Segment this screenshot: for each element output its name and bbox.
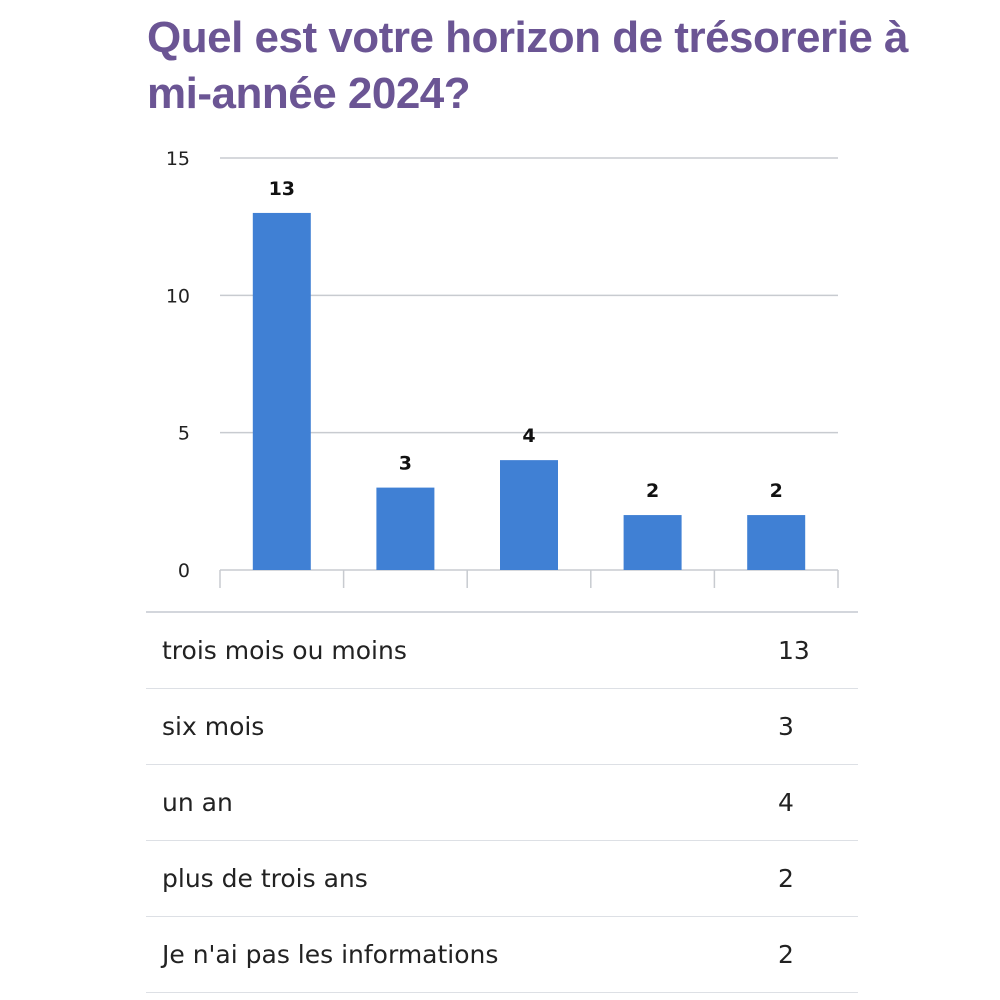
table-row: un an 4 [146,765,858,841]
y-tick-label: 10 [166,285,190,307]
category-value: 3 [778,712,794,741]
data-label: 13 [269,178,295,200]
category-label: trois mois ou moins [162,636,407,665]
data-label: 3 [399,453,412,475]
chart-title: Quel est votre horizon de trésorerie à m… [147,13,909,118]
table-row: six mois 3 [146,689,858,765]
data-label: 4 [522,425,535,447]
category-value: 2 [778,940,794,969]
table-row: plus de trois ans 2 [146,841,858,917]
category-value: 4 [778,788,794,817]
y-tick-label: 5 [178,423,190,445]
category-label: Je n'ai pas les informations [162,940,499,969]
y-tick-label: 15 [166,148,190,170]
bar [252,212,311,570]
y-tick-label: 0 [178,560,190,582]
category-label: six mois [162,712,265,741]
category-label: un an [162,788,233,817]
category-value: 2 [778,864,794,893]
bar [500,460,558,570]
table-row: Je n'ai pas les informations 2 [146,917,858,993]
data-label: 2 [646,480,659,502]
category-label: plus de trois ans [162,864,368,893]
data-table: trois mois ou moins 13 six mois 3 un an 4 plus… [146,611,858,993]
bar [747,515,806,570]
table-row: trois mois ou moins 13 [146,613,858,689]
category-value: 13 [778,636,810,665]
bar-chart: 0 5 10 15 13 3 4 2 2 [166,148,839,588]
data-label: 2 [770,480,783,502]
bar [376,487,435,570]
bar [623,515,682,570]
